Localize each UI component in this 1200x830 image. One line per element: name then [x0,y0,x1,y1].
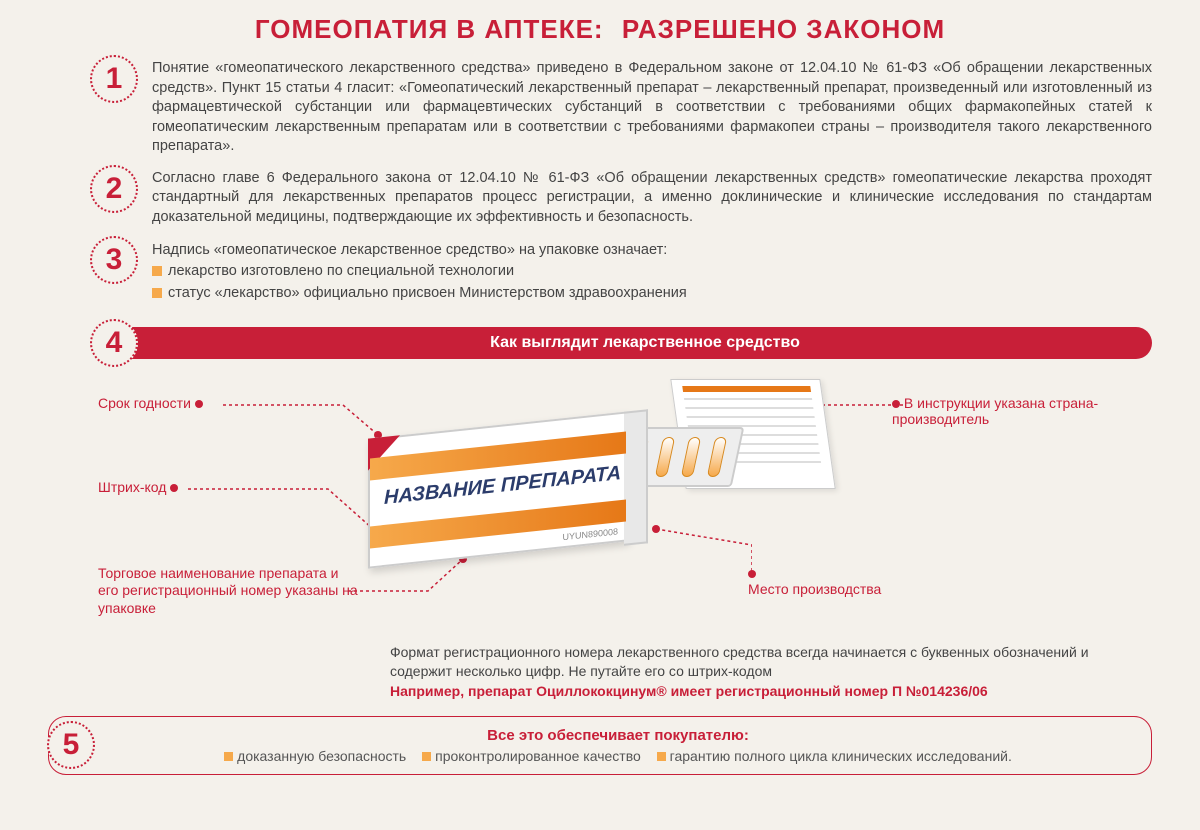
section-4-header: 4 Как выглядит лекарственное средство [90,319,1152,367]
section-3-bullet2: статус «лекарство» официально присвоен М… [168,285,687,301]
section-3-number: 3 [90,236,138,284]
section-4-footer: Формат регистрационного номера лекарстве… [0,643,1200,702]
dot-icon [892,400,900,408]
package-diagram: Срок годности Штрих-код Торговое наимено… [48,375,1152,635]
section-5: 5 Все это обеспечивает покупателю: доказ… [48,716,1152,775]
dot-icon [195,400,203,408]
bullet-icon [422,752,431,761]
package-regcode: UYUN890008 [562,526,618,542]
dot-icon [170,484,178,492]
section-3: 3 Надпись «гомеопатическое лекарственное… [0,234,1200,311]
section-1-number: 1 [90,55,138,103]
dot-icon [748,570,756,578]
title-part1: ГОМЕОПАТИЯ В АПТЕКЕ: [255,14,604,44]
section-3-lead: Надпись «гомеопатическое лекарственное с… [152,242,667,258]
bullet-icon [224,752,233,761]
footer-plain: Формат регистрационного номера лекарстве… [390,644,1089,680]
section-3-body: Надпись «гомеопатическое лекарственное с… [152,240,687,305]
section-4-number: 4 [90,319,138,367]
connector-line [223,401,383,441]
section-4-title: Как выглядит лекарственное средство [114,327,1152,359]
title-part2: РАЗРЕШЕНО ЗАКОНОМ [622,14,945,44]
callout-expiry: Срок годности [98,395,203,411]
callout-tradename: Торговое наименование препарата и его ре… [98,565,358,618]
callout-barcode: Штрих-код [98,479,178,495]
section-1-text: Понятие «гомеопатического лекарственного… [152,59,1152,157]
page-title: ГОМЕОПАТИЯ В АПТЕКЕ: РАЗРЕШЕНО ЗАКОНОМ [0,0,1200,53]
section-2-number: 2 [90,165,138,213]
bullet-icon [152,266,162,276]
section-3-bullet1: лекарство изготовлено по специальной тех… [168,263,514,279]
section-5-items: доказанную безопасность проконтролирован… [105,748,1131,764]
bullet-icon [657,752,666,761]
section-1: 1 Понятие «гомеопатического лекарственно… [0,53,1200,163]
package-illustration: НАЗВАНИЕ ПРЕПАРАТА UYUN890008 [368,405,708,575]
callout-place: Место производства [748,565,881,597]
box-graphic: НАЗВАНИЕ ПРЕПАРАТА UYUN890008 [368,411,628,568]
section-2: 2 Согласно главе 6 Федерального закона о… [0,163,1200,234]
callout-country: В инструкции указана страна-производител… [892,395,1102,427]
section-5-heading: Все это обеспечивает покупателю: [105,727,1131,744]
section-2-text: Согласно главе 6 Федерального закона от … [152,169,1152,228]
connector-line [188,485,378,535]
bullet-icon [152,288,162,298]
footer-highlight: Например, препарат Оциллококцинум® имеет… [390,683,988,699]
section-5-number: 5 [47,721,95,769]
